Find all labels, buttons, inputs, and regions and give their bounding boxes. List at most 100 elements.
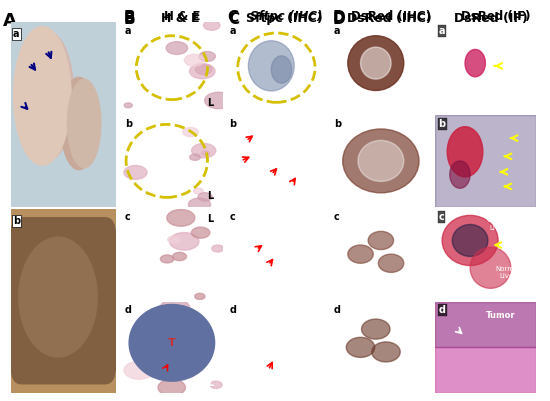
Ellipse shape [372, 342, 400, 362]
Ellipse shape [191, 144, 216, 158]
Ellipse shape [68, 79, 101, 168]
Ellipse shape [204, 20, 220, 30]
Text: Liver: Liver [489, 225, 506, 231]
Ellipse shape [249, 41, 294, 91]
Text: C: C [228, 12, 239, 27]
Text: L: L [207, 378, 214, 388]
Text: a: a [125, 26, 131, 36]
Ellipse shape [136, 334, 153, 344]
Ellipse shape [212, 245, 223, 252]
Text: d: d [438, 306, 446, 316]
Ellipse shape [348, 36, 404, 91]
Text: DsRed (IHC): DsRed (IHC) [351, 10, 431, 23]
Ellipse shape [191, 227, 210, 238]
Ellipse shape [166, 42, 188, 55]
Text: d: d [229, 306, 236, 316]
Text: d: d [125, 306, 132, 316]
Ellipse shape [184, 54, 204, 66]
Bar [434, 302, 536, 347]
Ellipse shape [183, 128, 198, 137]
Ellipse shape [271, 56, 292, 83]
Text: DsRed (IHC): DsRed (IHC) [346, 12, 432, 25]
Ellipse shape [261, 163, 292, 195]
Text: b: b [229, 119, 236, 129]
Ellipse shape [60, 77, 97, 170]
Ellipse shape [201, 151, 210, 156]
Ellipse shape [378, 254, 404, 272]
Text: b: b [13, 216, 20, 226]
Text: a: a [334, 26, 340, 36]
Ellipse shape [442, 215, 498, 265]
Ellipse shape [343, 129, 419, 193]
Ellipse shape [124, 361, 154, 379]
Text: B: B [124, 12, 135, 27]
Ellipse shape [470, 247, 511, 288]
Text: D: D [332, 10, 345, 25]
Bar [434, 347, 536, 393]
Ellipse shape [189, 198, 211, 211]
Text: c: c [125, 212, 131, 222]
Ellipse shape [210, 381, 222, 389]
Ellipse shape [195, 293, 205, 300]
Text: A: A [3, 12, 16, 30]
Ellipse shape [167, 209, 195, 226]
Text: Normal: Normal [495, 265, 520, 271]
FancyBboxPatch shape [11, 218, 116, 384]
Text: B: B [123, 10, 135, 25]
Ellipse shape [361, 319, 390, 339]
Text: Sftpc (IHC): Sftpc (IHC) [250, 10, 322, 23]
Text: H & E: H & E [163, 10, 200, 23]
Ellipse shape [292, 156, 312, 184]
Text: Liver: Liver [499, 273, 516, 279]
Ellipse shape [124, 103, 132, 108]
Ellipse shape [361, 47, 391, 79]
Ellipse shape [173, 252, 186, 261]
Ellipse shape [161, 255, 174, 263]
Text: C: C [228, 10, 239, 25]
Ellipse shape [169, 233, 199, 250]
Text: c: c [334, 212, 340, 222]
Text: L: L [207, 98, 214, 108]
Ellipse shape [348, 245, 373, 263]
Ellipse shape [346, 337, 375, 357]
Text: b: b [438, 119, 446, 129]
Text: a: a [229, 26, 236, 36]
Ellipse shape [450, 161, 470, 188]
Ellipse shape [199, 51, 216, 61]
Text: a: a [13, 29, 20, 39]
Text: d: d [334, 306, 341, 316]
Ellipse shape [194, 188, 203, 194]
Text: b: b [334, 119, 341, 129]
Ellipse shape [190, 64, 215, 79]
Ellipse shape [168, 236, 180, 243]
Ellipse shape [14, 26, 71, 165]
Text: Sftpc (IHC): Sftpc (IHC) [246, 12, 323, 25]
Ellipse shape [195, 65, 212, 75]
Ellipse shape [465, 49, 485, 77]
Ellipse shape [368, 231, 394, 249]
Text: b: b [125, 119, 132, 129]
Ellipse shape [160, 299, 190, 317]
Ellipse shape [19, 237, 97, 357]
Ellipse shape [176, 322, 197, 335]
Ellipse shape [191, 328, 200, 333]
Ellipse shape [124, 166, 147, 179]
Text: H & E: H & E [161, 12, 199, 25]
Ellipse shape [198, 192, 212, 201]
Ellipse shape [190, 154, 200, 160]
Text: D: D [333, 12, 345, 27]
Ellipse shape [21, 31, 74, 160]
Circle shape [152, 147, 182, 174]
Circle shape [129, 304, 214, 381]
Ellipse shape [272, 127, 301, 168]
Text: L: L [207, 214, 214, 224]
Text: DsRed (IF): DsRed (IF) [460, 10, 530, 23]
Text: L: L [207, 191, 214, 201]
Text: Cystic: Cystic [487, 217, 508, 223]
Text: DsRed (IF): DsRed (IF) [454, 12, 528, 25]
Text: c: c [229, 212, 235, 222]
Ellipse shape [238, 127, 274, 177]
Text: Tumor: Tumor [486, 311, 515, 320]
Ellipse shape [452, 225, 488, 256]
Ellipse shape [158, 379, 185, 396]
